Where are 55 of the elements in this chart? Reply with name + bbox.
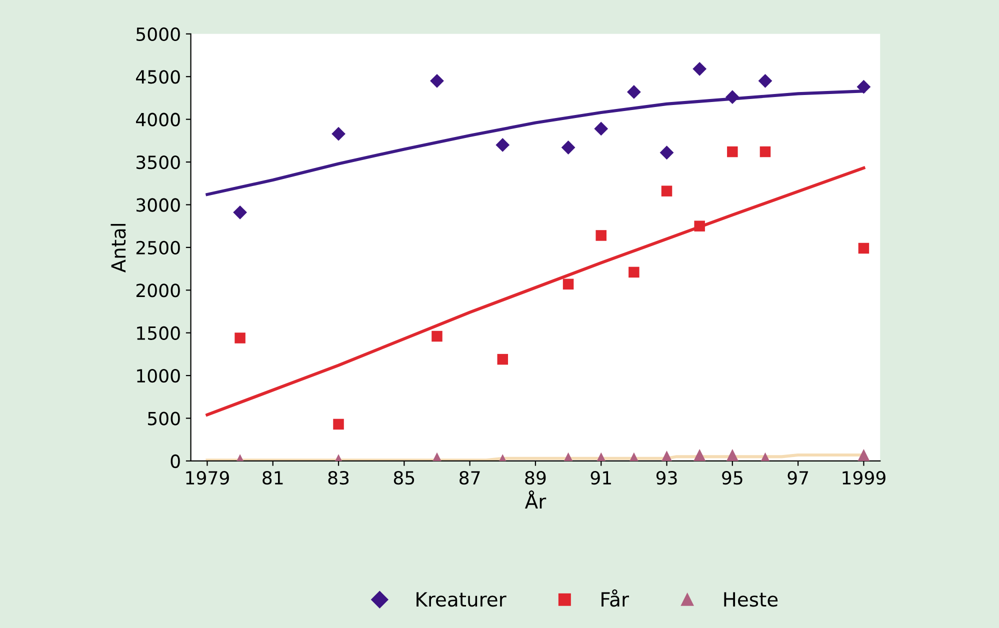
- x-tick-label: 97: [788, 470, 808, 485]
- y-tick-label: 3500: [136, 155, 180, 170]
- point: [858, 242, 870, 254]
- x-tick-label: 85: [394, 470, 414, 485]
- point: [596, 230, 606, 241]
- point: [430, 74, 444, 88]
- point: [432, 330, 442, 342]
- y-tick-label: 4000: [136, 112, 180, 126]
- x-tick-label: 1979: [186, 470, 229, 485]
- point: [660, 146, 674, 160]
- point: [727, 146, 738, 158]
- point: [497, 354, 508, 365]
- x-tick-label: 89: [525, 470, 546, 485]
- point: [692, 62, 707, 76]
- line-series: [206, 166, 866, 416]
- y-tick-label: 500: [148, 412, 180, 426]
- point: [594, 122, 608, 136]
- point: [496, 138, 510, 152]
- y-tick-label: 5000: [136, 27, 180, 42]
- point: [726, 448, 738, 461]
- point: [661, 186, 672, 196]
- x-tick-label: 83: [328, 470, 349, 485]
- y-tick-label: 2500: [136, 240, 180, 255]
- x-axis-title: År: [524, 490, 546, 508]
- point: [233, 205, 247, 220]
- y-tick-label: 2000: [136, 284, 180, 298]
- x-tick-label: 81: [262, 470, 283, 485]
- y-tick-label: 1500: [137, 326, 180, 340]
- y-tick-label: 1000: [137, 369, 180, 383]
- point: [626, 85, 641, 99]
- y-axis-title: Antal: [110, 224, 126, 273]
- legend-label: Kreaturer: [416, 592, 506, 607]
- point: [332, 126, 346, 141]
- point: [562, 278, 574, 290]
- y-tick-label: 0: [170, 454, 180, 468]
- x-tick-label: 93: [656, 470, 677, 485]
- point: [858, 448, 870, 461]
- point: [725, 90, 740, 104]
- point: [561, 140, 576, 154]
- legend-label: Heste: [724, 592, 778, 607]
- x-tick-label: 1999: [842, 470, 886, 485]
- y-tick-label: 3000: [136, 198, 180, 212]
- point: [694, 448, 706, 461]
- x-tick-label: 87: [460, 470, 480, 485]
- point: [333, 418, 344, 430]
- point: [856, 80, 871, 94]
- y-tick-label: 4500: [136, 70, 180, 84]
- legend-label: Får: [602, 589, 629, 607]
- point: [758, 74, 772, 88]
- x-tick-label: 95: [722, 470, 742, 485]
- point: [694, 220, 705, 232]
- point: [234, 332, 246, 344]
- point: [628, 266, 640, 278]
- x-tick-label: 91: [590, 470, 611, 485]
- point: [760, 146, 771, 158]
